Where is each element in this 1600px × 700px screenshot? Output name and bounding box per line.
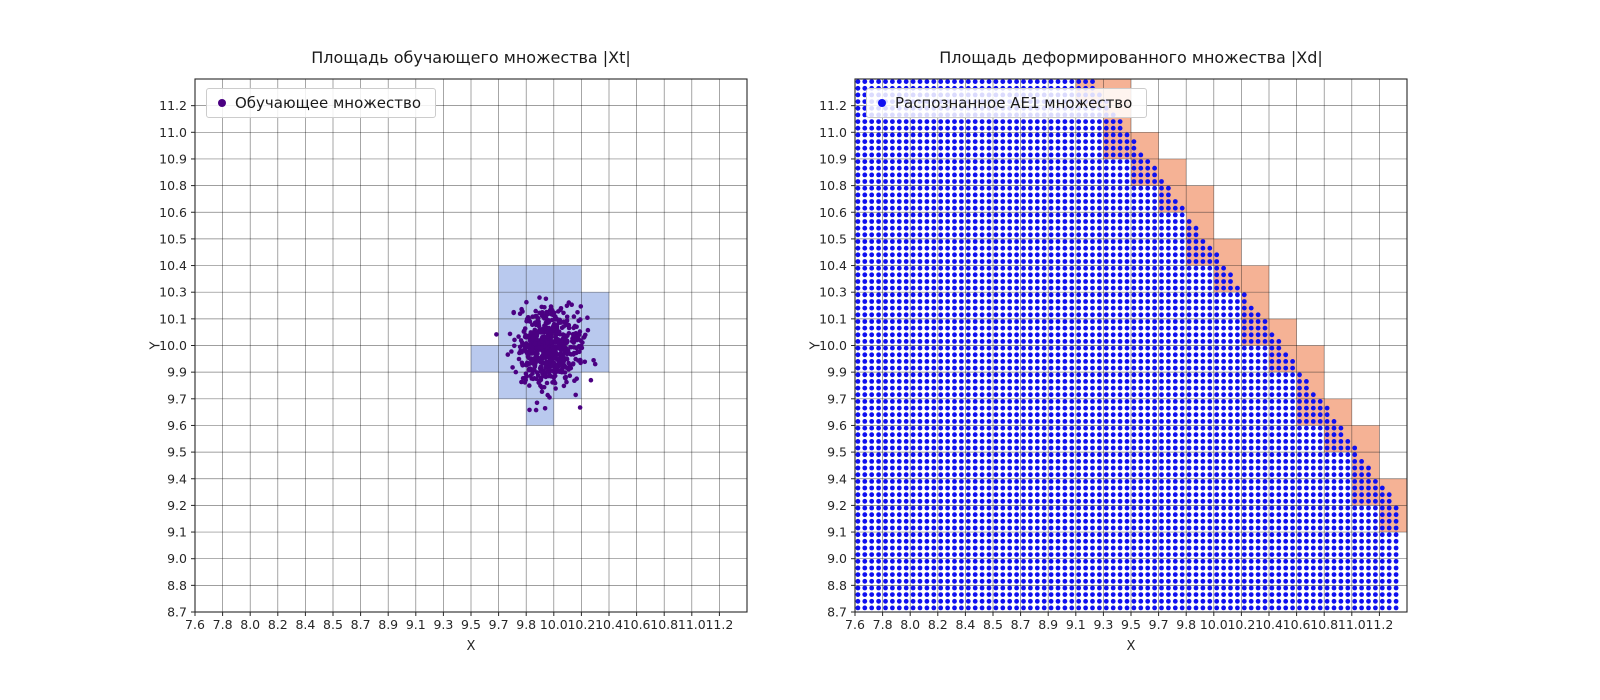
svg-text:10.2: 10.2 [567, 617, 595, 632]
svg-text:8.7: 8.7 [167, 605, 187, 620]
plot-canvas: 7.6 7.8 8.0 8.2 8.4 8.5 8.7 8.9 9.1 9.3 9.5 9.7 9.8 1… [159, 78, 748, 632]
svg-text:10.4: 10.4 [159, 258, 187, 273]
x-axis-label: X [466, 639, 476, 654]
svg-text:9.6: 9.6 [167, 418, 187, 433]
y-tick-labels: 11.211.010.910.810.610.510.410.310.110.0… [819, 98, 855, 620]
svg-text:11.2: 11.2 [159, 98, 187, 113]
legend-marker-icon [218, 99, 226, 107]
svg-text:10.3: 10.3 [159, 285, 187, 300]
plot-title: Площадь обучающего множества |Xt| [311, 48, 631, 67]
svg-text:9.5: 9.5 [167, 445, 187, 460]
svg-text:10.4: 10.4 [595, 617, 623, 632]
svg-text:7.8: 7.8 [213, 617, 233, 632]
svg-text:9.1: 9.1 [167, 525, 187, 540]
grid-lines [194, 79, 747, 613]
subplot-training-set: Площадь обучающего множества |Xt| 7.6 7.8… [100, 28, 790, 693]
svg-text:10.6: 10.6 [159, 205, 187, 220]
dot-grid-points [855, 79, 1399, 611]
legend-label: Обучающее множество [235, 94, 422, 112]
svg-text:9.0: 9.0 [167, 551, 187, 566]
svg-text:8.0: 8.0 [240, 617, 260, 632]
svg-text:9.1: 9.1 [406, 617, 426, 632]
plot-canvas: 7.6 7.8 8.0 8.2 8.4 8.5 8.7 8.9 9.1 9.3 9.5 9.7 9.8 1… [819, 78, 1408, 632]
svg-text:9.4: 9.4 [167, 471, 187, 486]
legend-marker-icon [878, 99, 886, 107]
svg-text:9.3: 9.3 [433, 617, 453, 632]
plot-title: Площадь деформированного множества |Xd| [939, 48, 1323, 67]
svg-text:10.8: 10.8 [159, 178, 187, 193]
svg-text:9.7: 9.7 [489, 617, 509, 632]
svg-text:10.5: 10.5 [159, 231, 187, 246]
svg-text:11.2: 11.2 [705, 617, 733, 632]
subplot-deformed-set: Площадь деформированного множества |Xd| … [760, 28, 1450, 693]
y-tick-labels: 11.2 11.0 10.9 10.8 10.6 10.5 10.4 10.3 10.1 10.0… [159, 98, 195, 620]
x-axis-label: X [1126, 639, 1136, 654]
x-tick-labels: 7.6 7.8 8.0 8.2 8.4 8.5 8.7 8.9 9.1 9.3 9.5 9.7 9.8 1… [845, 612, 1393, 632]
svg-text:11.0: 11.0 [159, 125, 187, 140]
svg-text:8.5: 8.5 [323, 617, 343, 632]
svg-text:8.4: 8.4 [295, 617, 315, 632]
x-tick-labels: 7.6 7.8 8.0 8.2 8.4 8.5 8.7 8.9 9.1 9.3 9.5 9.7 9.8 1… [185, 612, 733, 632]
legend: Распознанное AE1 множество [866, 88, 1148, 118]
y-axis-label: Y [148, 341, 164, 350]
svg-text:10.0: 10.0 [159, 338, 187, 353]
svg-text:7.6: 7.6 [185, 617, 205, 632]
svg-text:9.7: 9.7 [167, 391, 187, 406]
svg-text:8.7: 8.7 [351, 617, 371, 632]
svg-text:9.8: 9.8 [516, 617, 536, 632]
y-axis-label: Y [808, 341, 824, 350]
svg-text:9.9: 9.9 [167, 365, 187, 380]
scatter-points [494, 295, 598, 413]
svg-text:10.0: 10.0 [540, 617, 568, 632]
svg-text:10.8: 10.8 [650, 617, 678, 632]
legend-label: Распознанное AE1 множество [895, 94, 1133, 112]
svg-text:10.1: 10.1 [159, 311, 187, 326]
svg-text:11.0: 11.0 [678, 617, 706, 632]
svg-text:9.5: 9.5 [461, 617, 481, 632]
grid-lines [854, 79, 1407, 613]
svg-text:10.6: 10.6 [623, 617, 651, 632]
svg-text:8.2: 8.2 [268, 617, 288, 632]
svg-text:8.9: 8.9 [378, 617, 398, 632]
svg-text:8.8: 8.8 [167, 578, 187, 593]
svg-text:9.2: 9.2 [167, 498, 187, 513]
svg-text:10.9: 10.9 [159, 151, 187, 166]
legend: Обучающее множество [206, 88, 437, 118]
